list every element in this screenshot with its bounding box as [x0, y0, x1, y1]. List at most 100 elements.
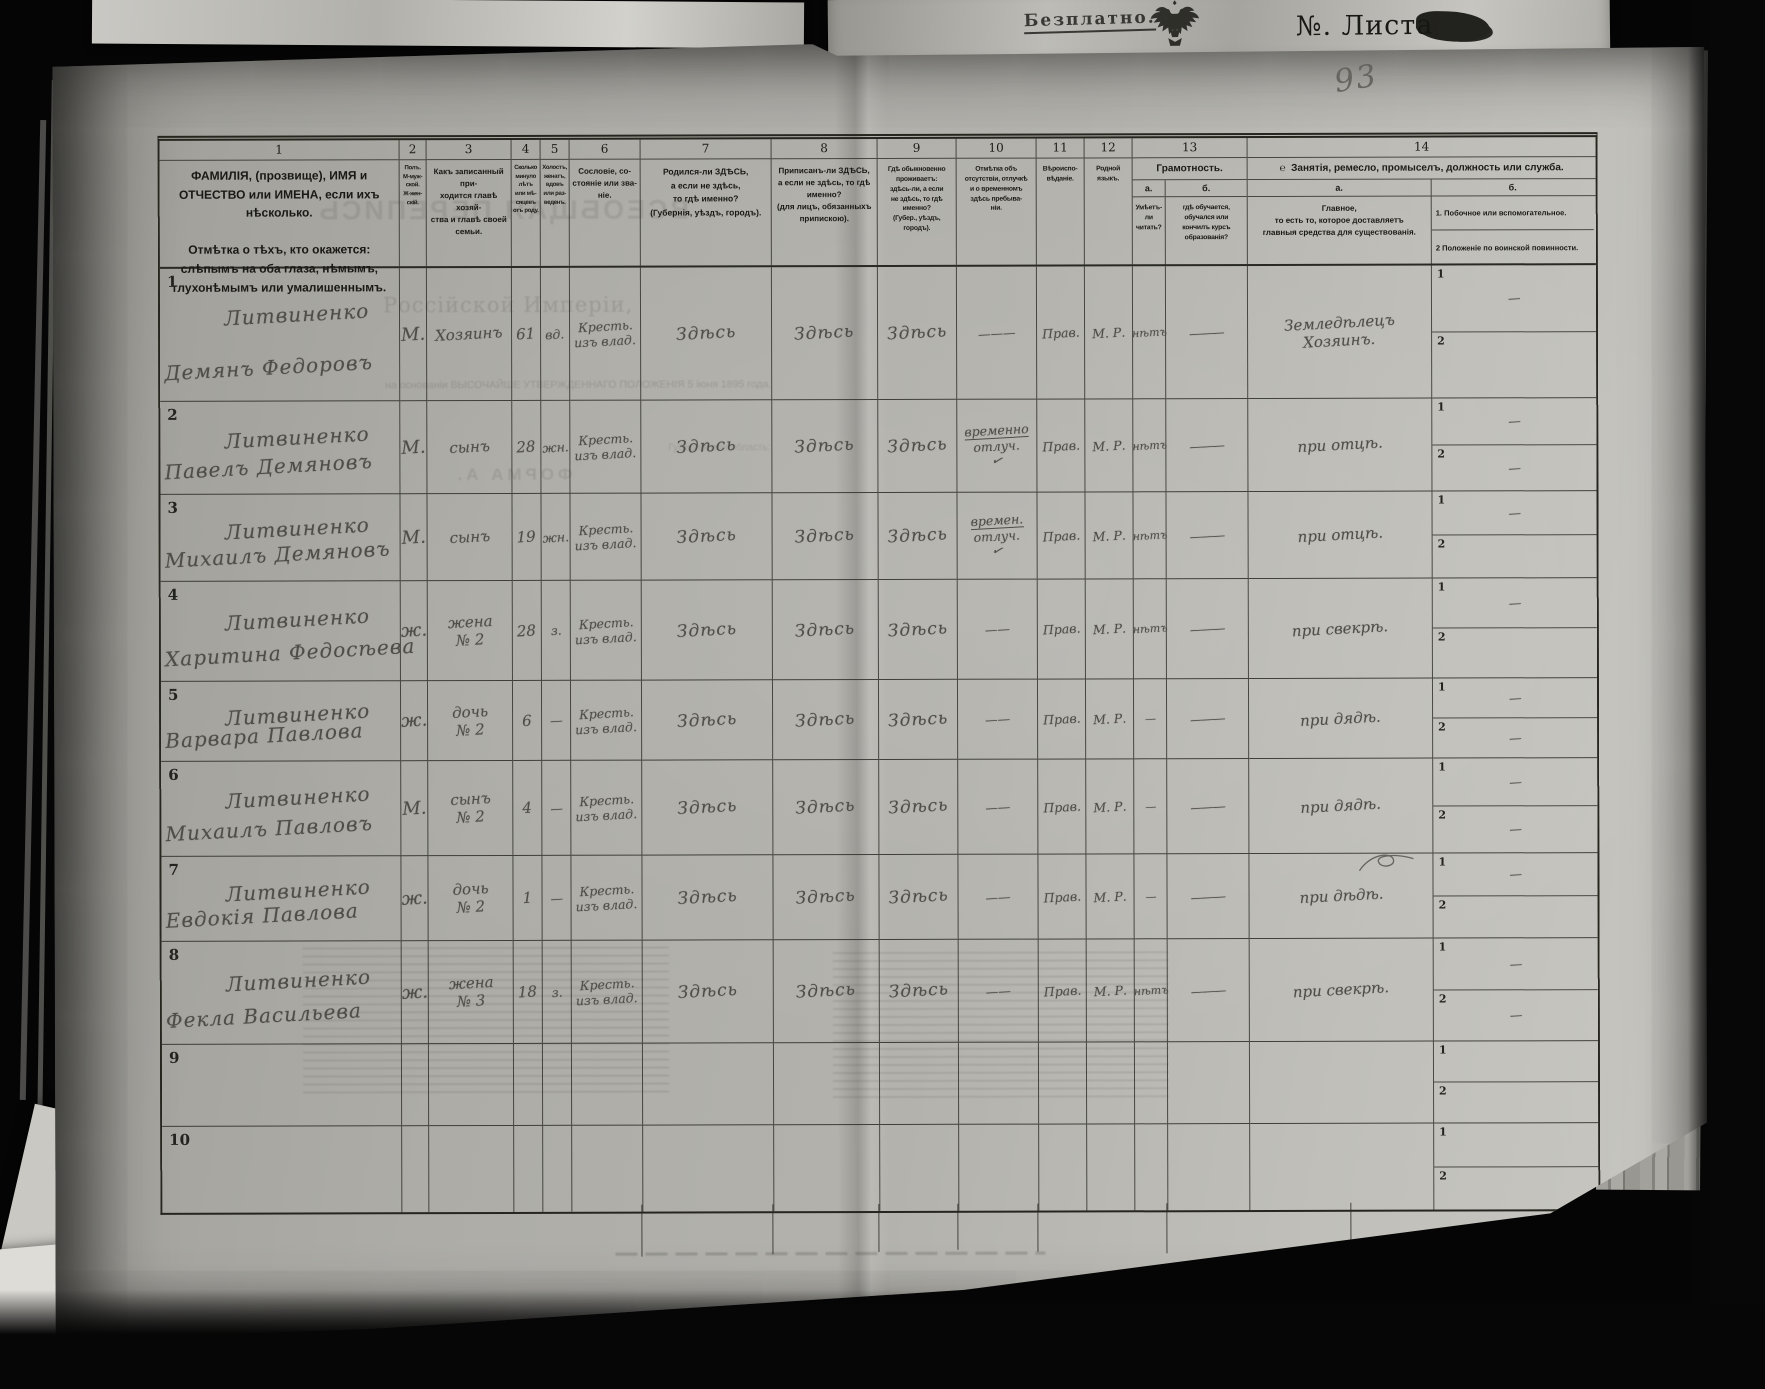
col-number: 11 [1037, 138, 1084, 158]
col-number: 13 [1133, 138, 1247, 158]
subcol-letter: а. [1248, 180, 1432, 196]
header-text: 2 Положеніе по воинской повинности. [1435, 242, 1579, 253]
row-number: 2 [167, 405, 178, 424]
literacy-cell: нѣтъ [1133, 492, 1166, 579]
col-number: 1 [160, 140, 399, 161]
sex-cell [402, 1044, 429, 1126]
education-cell: ——— [1167, 759, 1249, 854]
header-col-7: 7 Родился-ли ЗДѢСЬ, а если не здѣсь, то … [641, 139, 772, 265]
relation-cell [429, 1044, 514, 1126]
sex-cell: ж. [401, 681, 428, 761]
age-value: 28 [516, 437, 537, 457]
marital-cell: жн. [541, 401, 570, 494]
secondary-value: — [1508, 413, 1521, 429]
literacy-value: нѣтъ [1132, 621, 1168, 637]
col-number: 8 [772, 139, 877, 159]
lives-here-value: Здѣсь [887, 524, 949, 548]
secondary-occupation-cell: 1—2 [1433, 578, 1597, 678]
given-name-handwriting: Михаилъ Павловъ [164, 810, 374, 847]
literacy-value: нѣтъ [1131, 527, 1168, 543]
age-value: 4 [522, 798, 533, 818]
secondary-sub-1: 1— [1433, 758, 1597, 806]
header-text: Умѣетъ- ли читать? [1133, 197, 1166, 265]
relation-cell: дочь № 2 [428, 856, 513, 941]
estate-cell: Кресть. изъ влад. [571, 856, 642, 941]
sex-value: М. [400, 323, 426, 346]
absence-value: —— [985, 982, 1012, 999]
sex-cell: ж. [401, 581, 428, 681]
header-text: Сколько минуло лѣтъ или мѣ- сяцевъ отъ р… [513, 164, 539, 215]
header-text: Гдѣ обыкновенно проживаетъ: здѣсь-ли, а … [887, 165, 946, 232]
religion-cell [1039, 1124, 1087, 1210]
secondary-value: — [1508, 690, 1522, 706]
census-table: 1 ФАМИЛІЯ, (прозвище), ИМЯ и ОТЧЕСТВО ил… [158, 132, 1601, 1215]
occupation-cell: при свекрѣ. [1250, 939, 1434, 1042]
row-number: 8 [168, 945, 180, 964]
estate-value: изъ влад. [574, 445, 637, 464]
subcol-letter: б. [1202, 183, 1211, 194]
relation-cell: жена № 2 [428, 581, 513, 681]
header-text: Сословіе, со- стояніе или зва- ніе. [572, 166, 637, 200]
header-text: Полъ. М-муж- ской. Ж-жен- скій. [403, 165, 423, 206]
sub-label: 1 [1438, 1043, 1447, 1057]
absence-value: —— [984, 621, 1011, 638]
given-name-handwriting: Варвара Павлова [164, 718, 365, 754]
estate-value: изъ влад. [575, 990, 639, 1009]
col-number: 9 [878, 139, 956, 159]
header-text: Вѣроиспо- вѣданіе. [1042, 165, 1078, 183]
sex-cell [402, 1126, 429, 1212]
table-row: 6 Литвиненко Михаилъ Павловъ М. сынъ № 2 4— Кре… [161, 758, 1597, 857]
registered-here-value: Здѣсь [795, 795, 857, 819]
age-cell: 4 [513, 761, 542, 856]
marital-value: — [549, 800, 563, 816]
literacy-cell: — [1134, 854, 1167, 939]
marital-cell: жн. [541, 494, 570, 581]
relation-number: № 2 [455, 807, 486, 827]
pen-flourish [1356, 852, 1418, 881]
religion-cell: Прав. [1039, 939, 1087, 1042]
born-here-cell: Здѣсь [642, 760, 773, 855]
relation-cell: сынъ № 2 [428, 761, 513, 856]
relation-value: дочь [452, 879, 490, 900]
lives-here-cell: Здѣсь [878, 267, 957, 400]
marital-value: з. [550, 984, 563, 1000]
language-value: М. Р. [1091, 437, 1126, 454]
lives-here-cell [880, 1043, 959, 1125]
estate-value: изъ влад. [574, 535, 637, 554]
check-mark: ✓ [990, 542, 1005, 560]
sex-value: ж. [400, 887, 429, 910]
secondary-value: — [1509, 1007, 1523, 1023]
secondary-value: — [1508, 730, 1522, 746]
name-cell: 4 Литвиненко Харитина Федосѣева [161, 581, 401, 682]
estate-cell [572, 1126, 643, 1212]
secondary-value: — [1507, 290, 1521, 306]
marital-cell: — [542, 681, 571, 761]
absence-value: —— [984, 711, 1011, 728]
secondary-sub-1: 1— [1432, 265, 1596, 332]
header-text: Родной языкъ. [1096, 165, 1121, 183]
free-of-charge-label: Безплатно. [1023, 7, 1157, 35]
lives-here-cell: Здѣсь [879, 760, 958, 855]
born-here-cell: Здѣсь [641, 493, 772, 580]
literacy-cell: нѣтъ [1134, 579, 1167, 679]
table-row: 4 Литвиненко Харитина Федосѣева ж. жена № 2 28… [161, 578, 1597, 682]
relation-cell [429, 1126, 514, 1212]
lives-here-cell: Здѣсь [878, 400, 957, 493]
sub-label: 1 [1438, 940, 1447, 954]
table-row: 8 Литвиненко Фекла Васильева ж. жена № 3 18 з. К… [162, 938, 1598, 1045]
registered-here-cell: Здѣсь [772, 493, 878, 580]
education-value: ——— [1189, 526, 1225, 544]
marital-value: — [549, 712, 563, 729]
religion-value: Прав. [1042, 798, 1081, 816]
lives-here-cell: Здѣсь [879, 680, 958, 760]
religion-cell: Прав. [1037, 492, 1085, 579]
sex-value: ж. [401, 981, 429, 1004]
religion-value: Прав. [1041, 324, 1080, 342]
given-name-handwriting: Фекла Васильева [165, 997, 363, 1033]
relation-number: № 3 [456, 991, 486, 1011]
header-text: Какъ записанный при- ходится главѣ хозяй… [430, 166, 507, 237]
col-number: 7 [641, 139, 771, 159]
religion-cell: Прав. [1038, 679, 1086, 759]
language-cell [1087, 1042, 1135, 1124]
